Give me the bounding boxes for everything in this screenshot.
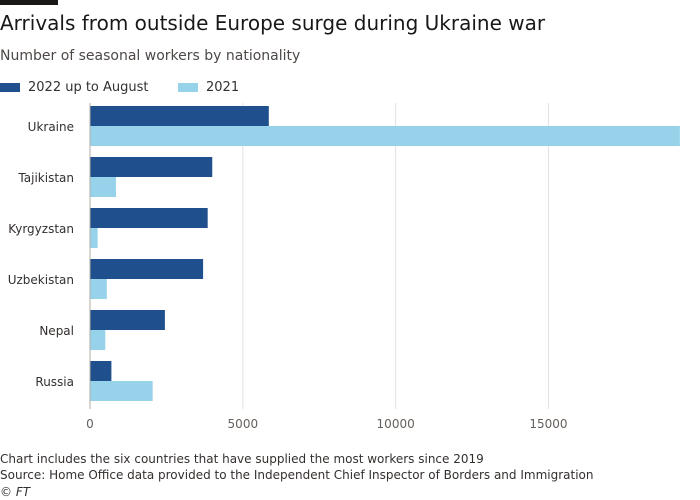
legend: 2022 up to August 2021 xyxy=(0,77,700,97)
x-tick-label: 5000 xyxy=(228,417,259,431)
bar xyxy=(90,330,106,350)
bar xyxy=(90,106,269,126)
x-tick-label: 15000 xyxy=(529,417,567,431)
bar xyxy=(90,126,680,146)
x-tick-label: 10000 xyxy=(377,417,415,431)
bar xyxy=(90,361,112,381)
legend-item-2022: 2022 up to August xyxy=(0,77,149,97)
category-label: Tajikistan xyxy=(17,171,74,185)
bar xyxy=(90,157,213,177)
chart-subtitle: Number of seasonal workers by nationalit… xyxy=(0,48,301,64)
category-label: Russia xyxy=(35,375,74,389)
footnote-source: Source: Home Office data provided to the… xyxy=(0,468,594,482)
bar xyxy=(90,259,204,279)
legend-label-2021: 2021 xyxy=(206,79,240,95)
category-label: Kyrgyzstan xyxy=(8,222,74,236)
bar xyxy=(90,208,208,228)
bar xyxy=(90,310,165,330)
category-label: Ukraine xyxy=(28,120,74,134)
header-rule xyxy=(0,0,58,5)
category-label: Nepal xyxy=(39,324,74,338)
bar xyxy=(90,177,116,197)
legend-swatch-2022 xyxy=(0,82,20,92)
category-label: Uzbekistan xyxy=(8,273,74,287)
legend-item-2021: 2021 xyxy=(178,77,239,97)
x-tick-label: 0 xyxy=(86,417,94,431)
bar xyxy=(90,279,107,299)
copyright: © FT xyxy=(0,485,31,499)
chart-title: Arrivals from outside Europe surge durin… xyxy=(0,11,546,35)
bar xyxy=(90,381,153,401)
bar xyxy=(90,228,98,248)
footnote-note: Chart includes the six countries that ha… xyxy=(0,452,484,466)
legend-swatch-2021 xyxy=(178,82,198,92)
legend-label-2022: 2022 up to August xyxy=(28,79,149,95)
